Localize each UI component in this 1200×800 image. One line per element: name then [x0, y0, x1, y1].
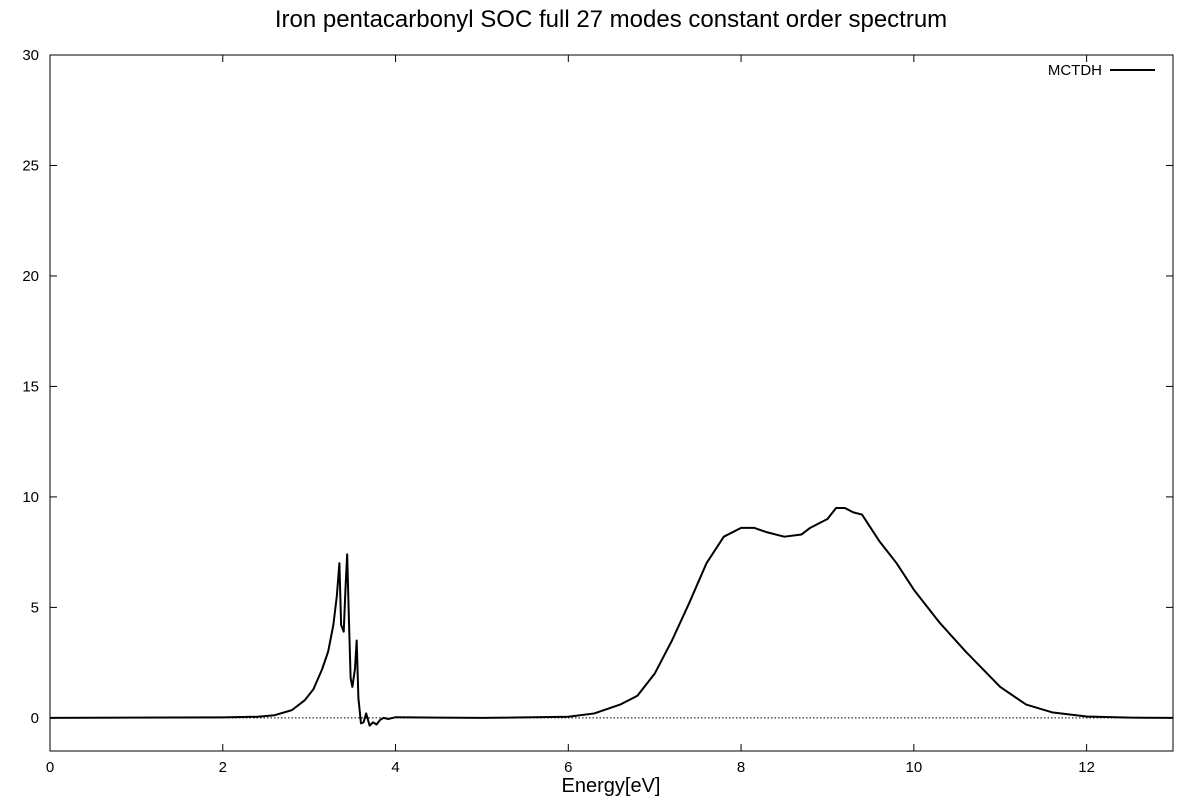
x-tick-label: 12: [1078, 759, 1095, 776]
y-tick-label: 20: [22, 268, 39, 285]
x-axis-label: Energy[eV]: [562, 775, 661, 797]
y-tick-label: 25: [22, 157, 39, 174]
series-line-mctdh: [49, 506, 1174, 727]
legend-label-mctdh: MCTDH: [1048, 62, 1102, 79]
y-tick-label: 0: [31, 710, 39, 727]
x-axis-ticks: 0 2 4 6 8 10 12: [46, 55, 1095, 776]
y-tick-label: 15: [22, 378, 39, 395]
x-tick-label: 10: [906, 759, 923, 776]
x-tick-label: 6: [564, 759, 572, 776]
chart-title: Iron pentacarbonyl SOC full 27 modes con…: [275, 6, 947, 33]
y-tick-label: 30: [22, 47, 39, 64]
x-tick-label: 4: [391, 759, 399, 776]
x-tick-label: 8: [737, 759, 745, 776]
y-tick-label: 10: [22, 489, 39, 506]
plot-frame: [49, 54, 1174, 752]
y-tick-label: 5: [31, 599, 39, 616]
x-tick-label: 0: [46, 759, 54, 776]
legend: MCTDH: [1048, 62, 1155, 79]
x-tick-label: 2: [219, 759, 227, 776]
y-axis-ticks: 0 5 10 15 20 25 30: [22, 47, 1173, 727]
